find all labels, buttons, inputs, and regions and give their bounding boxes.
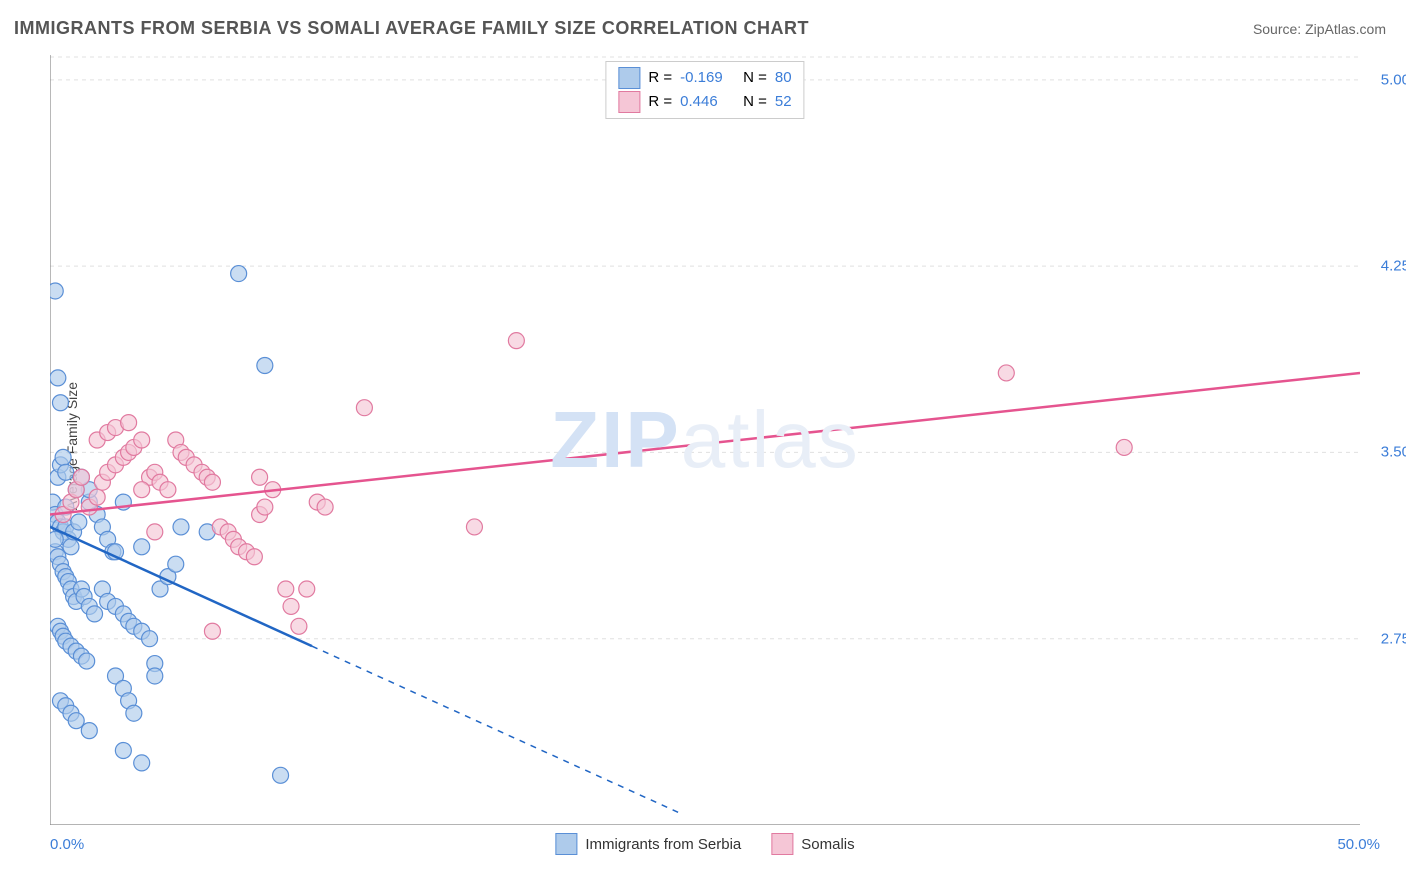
scatter-chart	[50, 55, 1360, 825]
swatch-serbia-icon	[555, 833, 577, 855]
x-tick-start: 0.0%	[50, 836, 84, 853]
y-tick-label: 5.00	[1381, 71, 1406, 88]
y-tick-label: 2.75	[1381, 630, 1406, 647]
plot-area: ZIPatlas R = -0.169 N = 80 R = 0.446 N =…	[50, 55, 1360, 825]
swatch-serbia	[618, 67, 640, 89]
swatch-somali	[618, 91, 640, 113]
y-tick-label: 4.25	[1381, 258, 1406, 275]
chart-title: IMMIGRANTS FROM SERBIA VS SOMALI AVERAGE…	[14, 18, 809, 39]
swatch-somali-icon	[771, 833, 793, 855]
legend-stats-row-1: R = 0.446 N = 52	[618, 90, 791, 114]
legend-stats: R = -0.169 N = 80 R = 0.446 N = 52	[605, 61, 804, 119]
source-label: Source: ZipAtlas.com	[1253, 21, 1386, 37]
x-tick-end: 50.0%	[1337, 836, 1380, 853]
legend-series: Immigrants from Serbia Somalis	[555, 833, 854, 855]
legend-item-serbia: Immigrants from Serbia	[555, 833, 741, 855]
legend-item-somali: Somalis	[771, 833, 854, 855]
legend-stats-row-0: R = -0.169 N = 80	[618, 66, 791, 90]
y-tick-label: 3.50	[1381, 444, 1406, 461]
